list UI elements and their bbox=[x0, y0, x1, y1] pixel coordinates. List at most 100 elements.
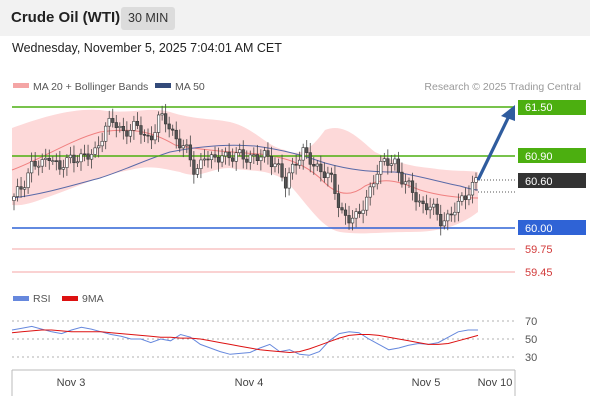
candle bbox=[213, 154, 217, 158]
candle bbox=[97, 145, 101, 149]
candle bbox=[37, 165, 41, 168]
candle bbox=[238, 149, 242, 154]
level-tag-59-75: 59.75 bbox=[525, 244, 553, 256]
candle bbox=[460, 195, 464, 202]
candle bbox=[273, 163, 277, 168]
level-tag-59-45: 59.45 bbox=[525, 267, 553, 279]
candle bbox=[358, 211, 362, 214]
candle bbox=[58, 160, 62, 170]
candle bbox=[185, 144, 189, 147]
svg-text:61.50: 61.50 bbox=[525, 102, 553, 114]
candle bbox=[33, 161, 37, 167]
candle bbox=[308, 152, 312, 165]
candle bbox=[241, 149, 245, 160]
candle bbox=[463, 195, 468, 200]
rsi-ma-legend-label: 9MA bbox=[82, 293, 104, 305]
candle bbox=[125, 130, 129, 137]
candle bbox=[298, 159, 302, 166]
candle bbox=[400, 171, 404, 185]
candles-group bbox=[12, 103, 478, 236]
candle bbox=[93, 147, 97, 155]
candle bbox=[188, 144, 192, 161]
level-tag-60-90: 60.90 bbox=[518, 148, 586, 163]
candle bbox=[30, 161, 34, 174]
svg-text:60.90: 60.90 bbox=[525, 151, 553, 163]
candle bbox=[245, 158, 249, 163]
candle bbox=[227, 151, 231, 159]
candle bbox=[417, 200, 422, 203]
candle bbox=[75, 161, 80, 164]
candle bbox=[449, 213, 453, 216]
rsi-tick-30: 30 bbox=[525, 352, 537, 364]
candle bbox=[79, 153, 83, 163]
candle bbox=[326, 172, 330, 178]
candle bbox=[389, 163, 393, 166]
candle bbox=[252, 154, 256, 156]
forecast-arrowhead bbox=[501, 105, 515, 121]
candle bbox=[114, 122, 118, 128]
candle bbox=[61, 167, 65, 170]
candle bbox=[178, 138, 182, 149]
candle bbox=[216, 156, 221, 163]
candle bbox=[396, 158, 401, 173]
candle bbox=[199, 159, 203, 169]
candle bbox=[375, 173, 379, 185]
candle bbox=[255, 154, 259, 162]
candle bbox=[220, 155, 224, 163]
ma50-legend-swatch bbox=[155, 83, 171, 88]
candle bbox=[428, 206, 432, 211]
candle bbox=[343, 209, 348, 216]
candle bbox=[174, 129, 178, 140]
candle bbox=[403, 181, 408, 185]
candle bbox=[470, 182, 475, 196]
svg-text:60.60: 60.60 bbox=[525, 176, 553, 188]
forecast-arrow-shaft bbox=[476, 113, 512, 181]
candle bbox=[40, 159, 44, 167]
candle bbox=[372, 183, 376, 188]
candle bbox=[280, 163, 284, 178]
candle bbox=[315, 163, 319, 167]
candle bbox=[393, 158, 397, 165]
timeframe-button[interactable]: 30 MIN bbox=[121, 7, 176, 30]
candle bbox=[128, 130, 132, 137]
candle bbox=[368, 186, 372, 198]
candle bbox=[82, 153, 87, 156]
candle bbox=[269, 156, 274, 168]
candle bbox=[262, 150, 266, 158]
candle bbox=[361, 209, 365, 214]
candle bbox=[386, 158, 390, 166]
candle bbox=[340, 207, 344, 211]
rsi-legend-label: RSI bbox=[33, 293, 51, 305]
candle bbox=[139, 125, 143, 135]
ma50-legend-label: MA 50 bbox=[175, 81, 205, 93]
ma20-line bbox=[11, 129, 479, 199]
rsi-legend-swatch bbox=[13, 296, 29, 301]
rsi-ma-line bbox=[11, 329, 479, 354]
candle bbox=[305, 147, 309, 153]
candle bbox=[287, 172, 291, 189]
candle bbox=[439, 214, 443, 227]
candle bbox=[118, 126, 122, 128]
candle bbox=[248, 154, 252, 163]
candle bbox=[319, 163, 323, 173]
candle bbox=[135, 121, 140, 126]
candle bbox=[195, 168, 199, 175]
candle bbox=[192, 159, 196, 175]
x-tick-nov3: Nov 3 bbox=[57, 377, 86, 389]
candle bbox=[266, 150, 270, 157]
candle bbox=[156, 114, 161, 133]
candle bbox=[100, 140, 104, 147]
candle bbox=[68, 154, 73, 159]
candle bbox=[407, 180, 411, 183]
candle bbox=[142, 134, 147, 136]
candle bbox=[456, 200, 460, 213]
candle bbox=[164, 113, 168, 125]
candle bbox=[86, 153, 90, 160]
candle bbox=[347, 215, 351, 224]
candle bbox=[432, 203, 436, 208]
level-tag-60-60: 60.60 bbox=[518, 173, 586, 188]
candle bbox=[107, 118, 111, 127]
candle bbox=[19, 186, 23, 190]
candle bbox=[51, 160, 55, 162]
